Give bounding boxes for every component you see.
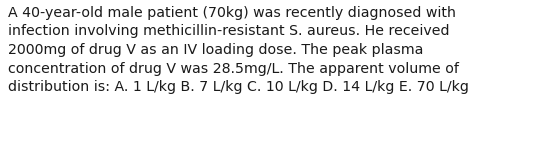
Text: A 40-year-old male patient (70kg) was recently diagnosed with
infection involvin: A 40-year-old male patient (70kg) was re…: [8, 6, 469, 94]
